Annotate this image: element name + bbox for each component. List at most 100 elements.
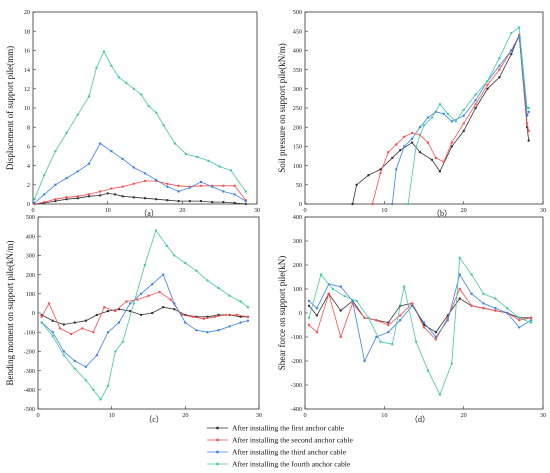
legend-item-first: After installing the first anchor cable xyxy=(207,424,345,433)
data-point-third xyxy=(395,168,398,171)
y-tick-label: 10 xyxy=(24,105,30,112)
data-point-third xyxy=(375,335,378,339)
data-point-second xyxy=(158,290,161,294)
data-point-third xyxy=(211,185,214,188)
data-point-second xyxy=(121,185,124,188)
data-point-third xyxy=(110,150,113,153)
x-tick-label: 10 xyxy=(105,207,111,214)
data-point-second xyxy=(233,184,236,187)
data-point-first xyxy=(62,323,65,326)
data-point-second xyxy=(92,331,95,334)
chart-panel-d: Shear force on support pile(kN) （d） 0 10 2… xyxy=(277,214,546,424)
series-line-third xyxy=(41,273,249,368)
data-point-second xyxy=(434,338,438,341)
y-tick-label: -100 xyxy=(291,334,302,341)
data-point-third xyxy=(391,202,394,206)
data-point-fourth xyxy=(458,256,461,259)
data-point-second xyxy=(315,331,319,334)
data-point-second xyxy=(403,135,406,138)
data-point-fourth xyxy=(165,244,169,247)
data-point-second xyxy=(307,323,311,327)
x-tick-label: 20 xyxy=(179,207,185,214)
data-point-third xyxy=(418,126,422,129)
data-point-third xyxy=(151,283,154,286)
data-point-fourth xyxy=(229,169,233,172)
data-point-first xyxy=(351,202,354,206)
panel-label-a: （a） xyxy=(139,209,159,218)
data-point-first xyxy=(474,106,477,110)
data-point-second xyxy=(371,202,374,206)
data-point-third xyxy=(363,359,366,363)
y-tick-label: 200 xyxy=(26,272,35,279)
data-point-fourth xyxy=(99,398,102,401)
data-point-first xyxy=(434,331,438,334)
y-tick-label: 12 xyxy=(24,86,30,93)
data-point-fourth xyxy=(147,104,150,108)
data-point-second xyxy=(199,184,203,187)
data-point-second xyxy=(70,332,73,336)
data-point-second xyxy=(498,68,501,71)
y-tick-label: 50 xyxy=(296,182,302,189)
series-first-a xyxy=(33,192,247,206)
data-point-fourth xyxy=(33,198,36,201)
data-point-second xyxy=(529,316,533,319)
data-point-fourth xyxy=(76,113,80,116)
data-point-second xyxy=(147,294,150,297)
data-point-first xyxy=(450,145,453,148)
data-point-second xyxy=(462,122,465,125)
series-line-third xyxy=(308,273,532,363)
data-point-first xyxy=(339,309,342,312)
data-point-third xyxy=(233,193,236,196)
series-fourth-b xyxy=(406,26,530,206)
legend: After installing the first anchor cable … xyxy=(207,424,353,469)
data-point-second xyxy=(213,315,216,318)
data-point-fourth xyxy=(196,155,199,159)
data-point-third xyxy=(403,145,406,148)
data-point-fourth xyxy=(462,108,465,112)
series-line-fourth xyxy=(41,229,249,401)
data-point-fourth xyxy=(518,26,521,29)
data-point-second xyxy=(54,198,57,201)
data-point-fourth xyxy=(87,95,91,98)
data-point-fourth xyxy=(527,106,530,110)
data-point-third xyxy=(228,325,231,328)
data-point-fourth xyxy=(343,295,346,298)
y-tick-label: 500 xyxy=(26,214,35,221)
y-tick-label: -300 xyxy=(24,368,35,375)
data-point-second xyxy=(494,309,497,312)
y-axis-title-a: Displacement of support pile(mm) xyxy=(5,46,15,170)
x-tick-label: 0 xyxy=(303,207,306,214)
data-point-fourth xyxy=(218,165,221,168)
data-point-second xyxy=(410,131,414,135)
data-point-third xyxy=(217,329,220,332)
y-tick-label: 450 xyxy=(293,28,302,35)
data-point-third xyxy=(446,319,449,322)
data-point-second xyxy=(458,287,461,291)
data-point-third xyxy=(494,307,497,310)
data-point-third xyxy=(410,137,414,140)
data-point-third xyxy=(54,183,57,186)
data-point-third xyxy=(184,321,187,324)
data-point-fourth xyxy=(162,124,165,127)
x-tick-label: 30 xyxy=(256,412,262,419)
x-tick-label: 0 xyxy=(36,412,39,419)
series-fourth-a xyxy=(33,50,247,201)
data-point-first xyxy=(106,192,109,195)
data-point-first xyxy=(211,200,214,204)
series-line-second xyxy=(41,291,248,335)
data-point-first xyxy=(418,151,422,154)
data-point-first xyxy=(99,194,102,197)
tick-labels-d: 0 10 20 30 -400 -300 -200 -100 0 100 200 300 400 xyxy=(291,214,546,419)
data-point-first xyxy=(315,314,319,317)
data-point-third xyxy=(474,99,477,102)
y-tick-label: 300 xyxy=(293,86,302,93)
data-point-first xyxy=(486,87,489,91)
legend-marker-second xyxy=(216,438,219,442)
data-point-fourth xyxy=(173,254,176,257)
data-point-first xyxy=(217,313,220,317)
data-point-fourth xyxy=(143,263,146,267)
data-point-third xyxy=(307,299,311,303)
data-point-second xyxy=(387,151,390,154)
series-line-second xyxy=(372,33,530,205)
